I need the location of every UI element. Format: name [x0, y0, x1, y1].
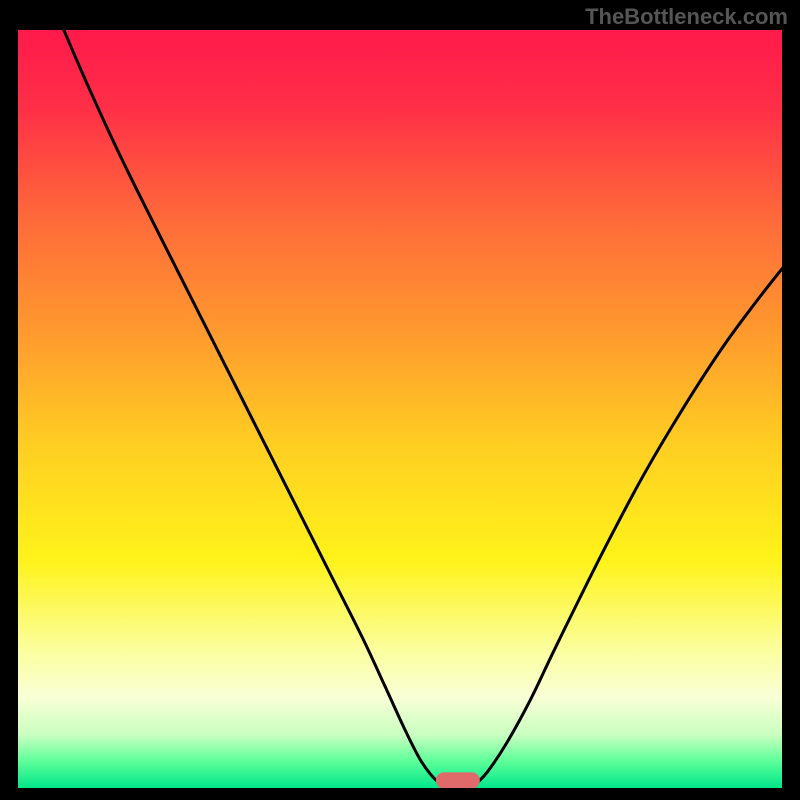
chart-plot-area	[18, 30, 782, 788]
optimal-point-marker	[436, 773, 480, 788]
chart-curve-layer	[18, 30, 782, 788]
bottleneck-curve-left	[64, 30, 440, 783]
watermark-text: TheBottleneck.com	[585, 4, 788, 30]
bottleneck-curve-right	[476, 269, 782, 784]
